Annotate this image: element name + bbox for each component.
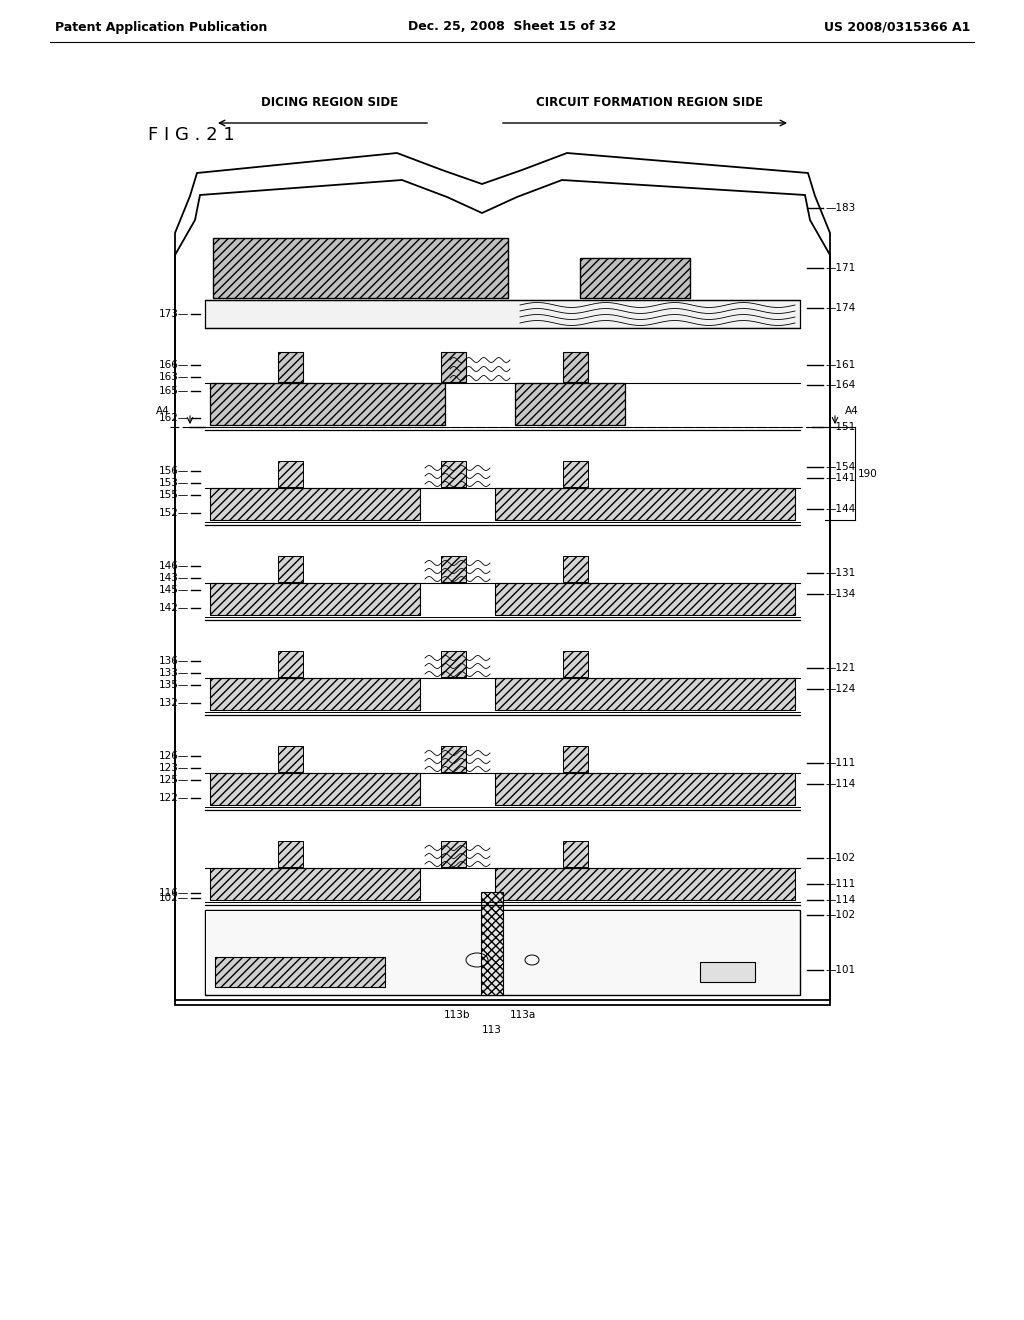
Text: —183: —183 <box>825 203 855 213</box>
Text: —114: —114 <box>825 779 855 789</box>
Text: 113b: 113b <box>443 1010 470 1020</box>
Bar <box>563 461 588 487</box>
Text: 122—: 122— <box>159 793 189 803</box>
Bar <box>563 556 588 582</box>
Bar <box>205 909 800 995</box>
Text: 146—: 146— <box>159 561 189 572</box>
Bar <box>278 841 303 867</box>
Bar <box>441 841 466 867</box>
Bar <box>210 869 420 900</box>
Text: —114: —114 <box>825 895 855 906</box>
Bar <box>278 461 303 487</box>
Text: 133—: 133— <box>159 668 189 678</box>
Bar <box>215 957 385 987</box>
Bar <box>481 892 503 995</box>
Text: —144: —144 <box>825 504 855 513</box>
Text: 116—: 116— <box>159 888 189 898</box>
Text: CIRCUIT FORMATION REGION SIDE: CIRCUIT FORMATION REGION SIDE <box>537 96 764 110</box>
Text: —171: —171 <box>825 263 855 273</box>
Text: DICING REGION SIDE: DICING REGION SIDE <box>261 96 398 110</box>
Bar <box>205 300 800 327</box>
Bar <box>563 651 588 677</box>
Text: 165—: 165— <box>159 385 189 396</box>
Bar <box>563 352 588 381</box>
Text: —154: —154 <box>825 462 855 473</box>
Text: 153—: 153— <box>159 478 189 488</box>
Text: 126—: 126— <box>159 751 189 762</box>
Text: A4: A4 <box>157 407 170 416</box>
Text: —134: —134 <box>825 589 855 599</box>
Text: —151: —151 <box>825 422 855 432</box>
Text: 173—: 173— <box>159 309 189 319</box>
Bar <box>495 678 795 710</box>
Bar <box>210 383 445 425</box>
Text: —131: —131 <box>825 568 855 578</box>
Text: 102—: 102— <box>159 894 189 903</box>
Text: 142—: 142— <box>159 603 189 612</box>
Bar <box>206 911 799 994</box>
Text: A4: A4 <box>845 407 859 416</box>
Bar <box>495 583 795 615</box>
Text: —141: —141 <box>825 473 855 483</box>
Bar <box>210 583 420 615</box>
Text: 123—: 123— <box>159 763 189 774</box>
Bar <box>441 352 466 381</box>
Text: 163—: 163— <box>159 372 189 381</box>
Bar <box>278 556 303 582</box>
Bar <box>210 678 420 710</box>
Bar <box>563 841 588 867</box>
Text: Patent Application Publication: Patent Application Publication <box>55 21 267 33</box>
Bar <box>441 746 466 772</box>
Text: 156—: 156— <box>159 466 189 477</box>
Text: 136—: 136— <box>159 656 189 667</box>
Bar <box>495 488 795 520</box>
Text: 113a: 113a <box>510 1010 537 1020</box>
Bar <box>515 383 625 425</box>
Text: 125—: 125— <box>159 775 189 785</box>
Text: Dec. 25, 2008  Sheet 15 of 32: Dec. 25, 2008 Sheet 15 of 32 <box>408 21 616 33</box>
Bar <box>278 651 303 677</box>
Text: 152—: 152— <box>159 508 189 517</box>
Text: 190: 190 <box>858 469 878 479</box>
Bar <box>495 774 795 805</box>
Text: —124: —124 <box>825 684 855 694</box>
Bar <box>580 257 690 298</box>
Text: —111: —111 <box>825 758 855 768</box>
Bar <box>441 651 466 677</box>
Text: —161: —161 <box>825 360 855 370</box>
Text: 166—: 166— <box>159 360 189 370</box>
Bar <box>210 774 420 805</box>
Text: 143—: 143— <box>159 573 189 583</box>
Text: —121: —121 <box>825 663 855 673</box>
Bar <box>441 461 466 487</box>
Text: US 2008/0315366 A1: US 2008/0315366 A1 <box>823 21 970 33</box>
Text: 113: 113 <box>482 1026 502 1035</box>
Bar <box>700 962 755 982</box>
Bar <box>213 238 508 298</box>
Bar <box>495 869 795 900</box>
Text: —111: —111 <box>825 879 855 888</box>
Text: F I G . 2 1: F I G . 2 1 <box>148 125 234 144</box>
Text: 145—: 145— <box>159 585 189 595</box>
Text: —164: —164 <box>825 380 855 389</box>
Bar <box>563 746 588 772</box>
Text: —174: —174 <box>825 304 855 313</box>
Text: 132—: 132— <box>159 698 189 708</box>
Text: 135—: 135— <box>159 680 189 690</box>
Bar <box>278 352 303 381</box>
Text: 162—: 162— <box>159 413 189 422</box>
Text: —101: —101 <box>825 965 855 975</box>
Bar <box>441 556 466 582</box>
Bar <box>278 746 303 772</box>
Bar <box>210 488 420 520</box>
Text: —102: —102 <box>825 853 855 863</box>
Text: 155—: 155— <box>159 490 189 500</box>
Text: —102: —102 <box>825 909 855 920</box>
